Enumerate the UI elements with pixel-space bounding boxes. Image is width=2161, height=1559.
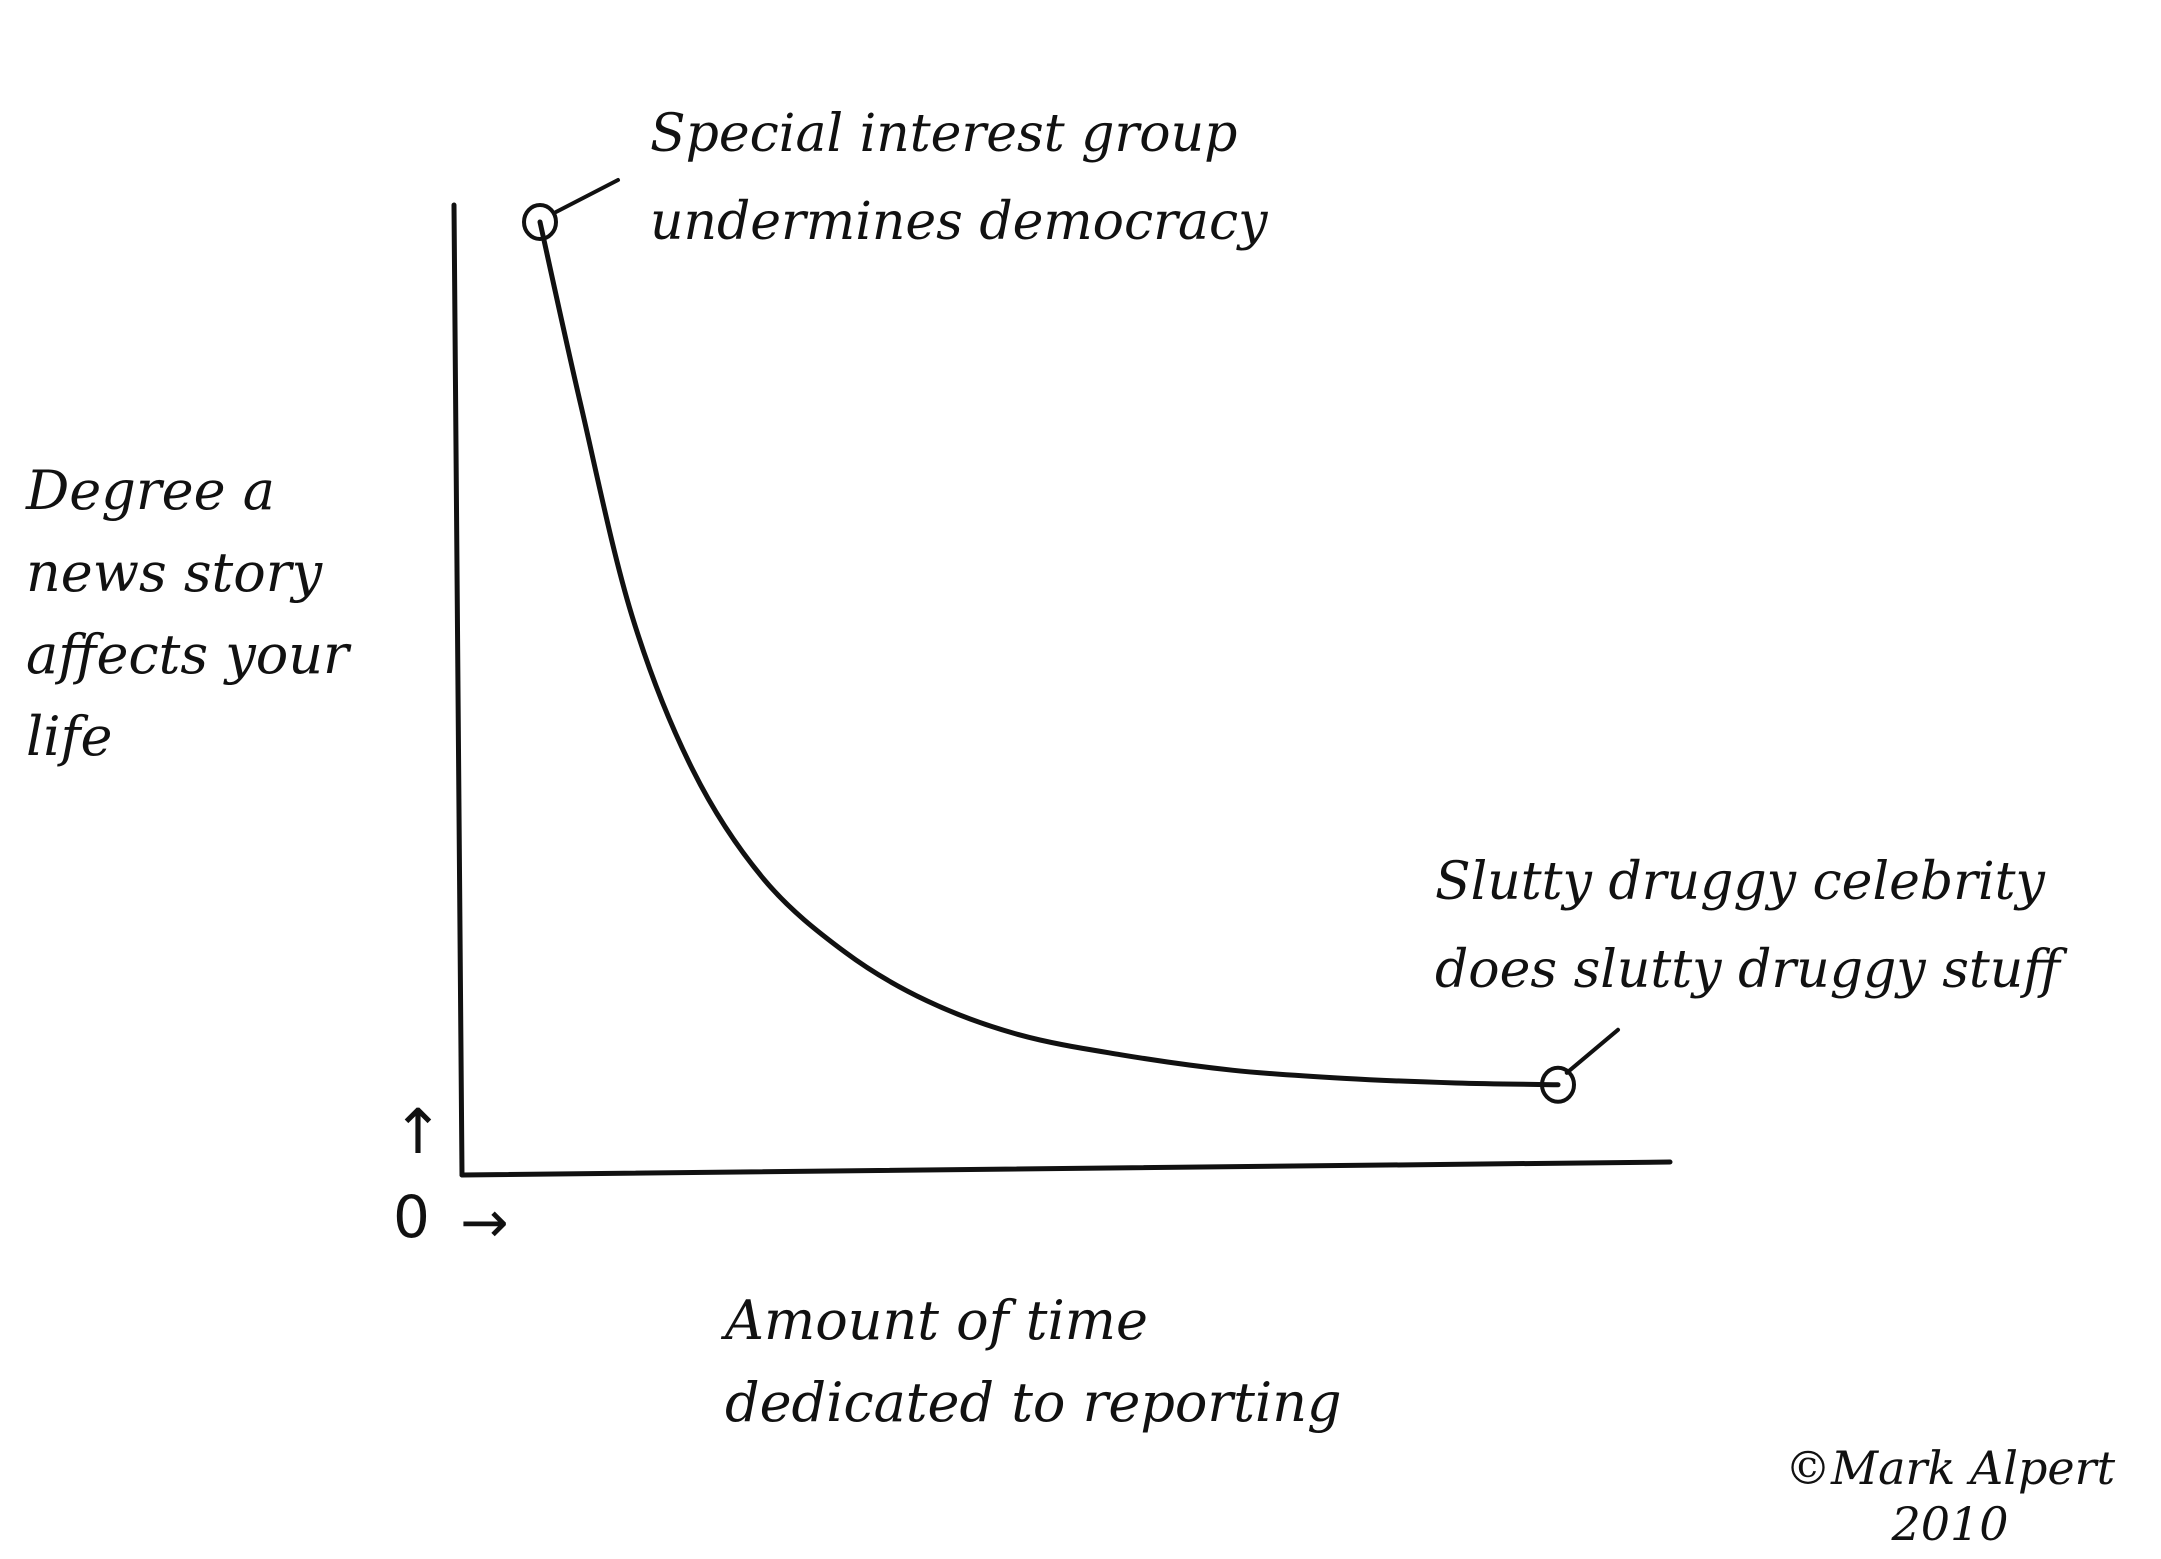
copyright-year: 2010: [1891, 1497, 2009, 1551]
y-axis-label-line: life: [26, 705, 113, 768]
annotation-leader: [1564, 1027, 1620, 1075]
y-axis-label: Degree a news story affects your life: [26, 450, 349, 778]
x-axis-label-line: Amount of time: [725, 1289, 1148, 1352]
annotation-celebrity: Slutty druggy celebrity does slutty drug…: [1435, 838, 2060, 1014]
y-axis-label-line: news story: [26, 541, 323, 604]
x-axis: [459, 1159, 1673, 1178]
annotation-line: undermines democracy: [650, 192, 1268, 252]
right-arrow-icon: →: [460, 1188, 509, 1256]
y-axis-label-line: affects your: [26, 623, 349, 686]
x-axis-label-line: dedicated to reporting: [725, 1371, 1342, 1434]
annotation-marker: [522, 203, 558, 241]
annotation-marker: [1540, 1065, 1576, 1104]
x-axis-label: Amount of time dedicated to reporting: [725, 1280, 1342, 1444]
y-axis-label-line: Degree a: [26, 459, 275, 522]
annotation-line: Special interest group: [650, 104, 1238, 164]
series-line: [537, 219, 1561, 1088]
annotation-leader: [554, 178, 620, 214]
origin-label: 0: [393, 1183, 430, 1251]
up-arrow-icon: ↑: [392, 1095, 444, 1168]
annotation-line: does slutty druggy stuff: [1435, 940, 2061, 1000]
series-layer: [537, 219, 1561, 1088]
annotation-line: Slutty druggy celebrity: [1435, 852, 2045, 912]
copyright-credit: ©Mark Alpert 2010: [1785, 1440, 2115, 1552]
annotation-layer: [522, 178, 1620, 1104]
annotation-special-interest: Special interest group undermines democr…: [650, 90, 1267, 266]
y-axis: [451, 202, 465, 1178]
copyright-name: ©Mark Alpert: [1785, 1441, 2116, 1495]
